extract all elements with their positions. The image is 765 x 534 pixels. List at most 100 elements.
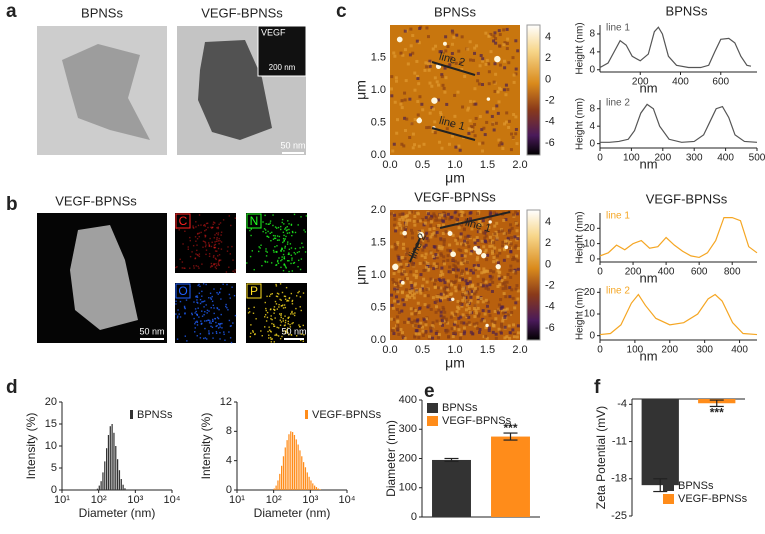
eds-dot: [283, 304, 286, 306]
eds-dot: [210, 262, 213, 265]
afm-texture: [460, 214, 464, 218]
eds-dot: [198, 214, 201, 216]
eds-dot: [260, 244, 262, 246]
afm-texture: [414, 332, 418, 336]
eds-dot: [290, 313, 292, 315]
afm-texture: [434, 331, 438, 335]
eds-dot: [279, 298, 281, 301]
afm-texture: [488, 239, 492, 243]
afm-texture: [461, 313, 465, 317]
eds-dot: [196, 295, 198, 297]
eds-dot: [220, 298, 222, 300]
eds-dot: [208, 333, 210, 335]
eds-dot: [179, 316, 182, 318]
afm-texture: [421, 217, 425, 221]
afm-texture: [417, 311, 421, 315]
afm-texture: [489, 277, 493, 281]
afm-texture: [410, 287, 414, 291]
eds-dot: [269, 232, 271, 235]
afm-texture: [497, 229, 501, 233]
eds-dot: [212, 318, 214, 321]
afm-texture: [488, 235, 492, 239]
afm-texture: [429, 329, 433, 333]
afm-texture: [400, 215, 404, 219]
afm-texture: [403, 98, 407, 102]
afm-texture: [464, 235, 468, 239]
eds-dot: [196, 321, 199, 324]
y-tick-label: 4: [589, 46, 595, 57]
flake: [198, 40, 272, 140]
eds-dot: [299, 296, 302, 298]
y-tick-label: 200: [399, 452, 417, 464]
afm-texture: [401, 334, 405, 338]
afm-texture: [511, 56, 515, 60]
afm-texture: [485, 269, 489, 273]
afm-texture: [482, 335, 486, 339]
afm-texture: [445, 102, 449, 106]
afm-texture: [422, 268, 426, 272]
eds-dot: [212, 256, 215, 258]
afm-texture: [464, 308, 468, 312]
afm-texture: [450, 52, 454, 56]
eds-dot: [304, 231, 306, 233]
afm-texture: [512, 113, 516, 117]
afm-texture: [436, 83, 440, 87]
significance: ***: [710, 406, 724, 420]
eds-dot: [211, 300, 214, 303]
eds-dot: [223, 333, 225, 335]
eds-dot: [285, 330, 287, 332]
eds-dot: [281, 247, 283, 249]
afm-texture: [422, 223, 426, 227]
afm-texture: [426, 294, 430, 298]
afm-texture: [484, 298, 488, 302]
afm-texture: [435, 80, 439, 84]
afm-texture: [431, 107, 435, 111]
afm-texture: [397, 310, 401, 314]
eds-dot: [217, 233, 219, 236]
afm-texture: [424, 266, 428, 270]
eds-dot: [183, 305, 186, 308]
histogram-bar: [304, 467, 307, 490]
afm-texture: [490, 244, 494, 248]
afm-texture: [423, 294, 427, 298]
eds-dot: [284, 295, 287, 298]
afm-texture: [401, 218, 405, 222]
afm-texture: [436, 336, 440, 340]
afm-texture: [499, 307, 503, 311]
afm-texture: [471, 332, 475, 336]
afm-texture: [489, 32, 493, 36]
afm-texture: [476, 295, 480, 299]
eds-dot: [288, 297, 290, 300]
afm-texture: [498, 63, 502, 67]
eds-dot: [288, 252, 290, 254]
eds-dot: [295, 307, 297, 310]
eds-dot: [198, 267, 200, 269]
afm-texture: [435, 230, 439, 234]
eds-dot: [271, 318, 273, 321]
eds-dot: [229, 297, 231, 299]
afm-texture: [488, 274, 492, 278]
afm-texture: [516, 297, 520, 301]
eds-dot: [249, 335, 252, 338]
eds-dot: [229, 253, 232, 255]
eds-dot: [220, 248, 223, 250]
x-tick-label: 10⁴: [339, 494, 356, 506]
afm-texture: [506, 237, 510, 241]
data-line: [599, 26, 752, 69]
afm-texture: [399, 51, 403, 55]
afm-texture: [410, 262, 414, 266]
colorbar-tick-label: 0: [545, 73, 551, 85]
afm-texture: [439, 292, 443, 296]
eds-dot: [284, 319, 287, 322]
afm-texture: [427, 62, 431, 66]
eds-dot: [209, 320, 211, 322]
eds-dot: [222, 283, 224, 285]
eds-dot: [280, 321, 283, 323]
afm-texture: [418, 261, 422, 265]
afm-texture: [513, 306, 517, 310]
eds-dot: [281, 248, 284, 250]
afm-texture: [513, 332, 517, 336]
eds-dot: [276, 334, 278, 337]
eds-dot: [210, 306, 212, 309]
afm-texture: [400, 272, 404, 276]
